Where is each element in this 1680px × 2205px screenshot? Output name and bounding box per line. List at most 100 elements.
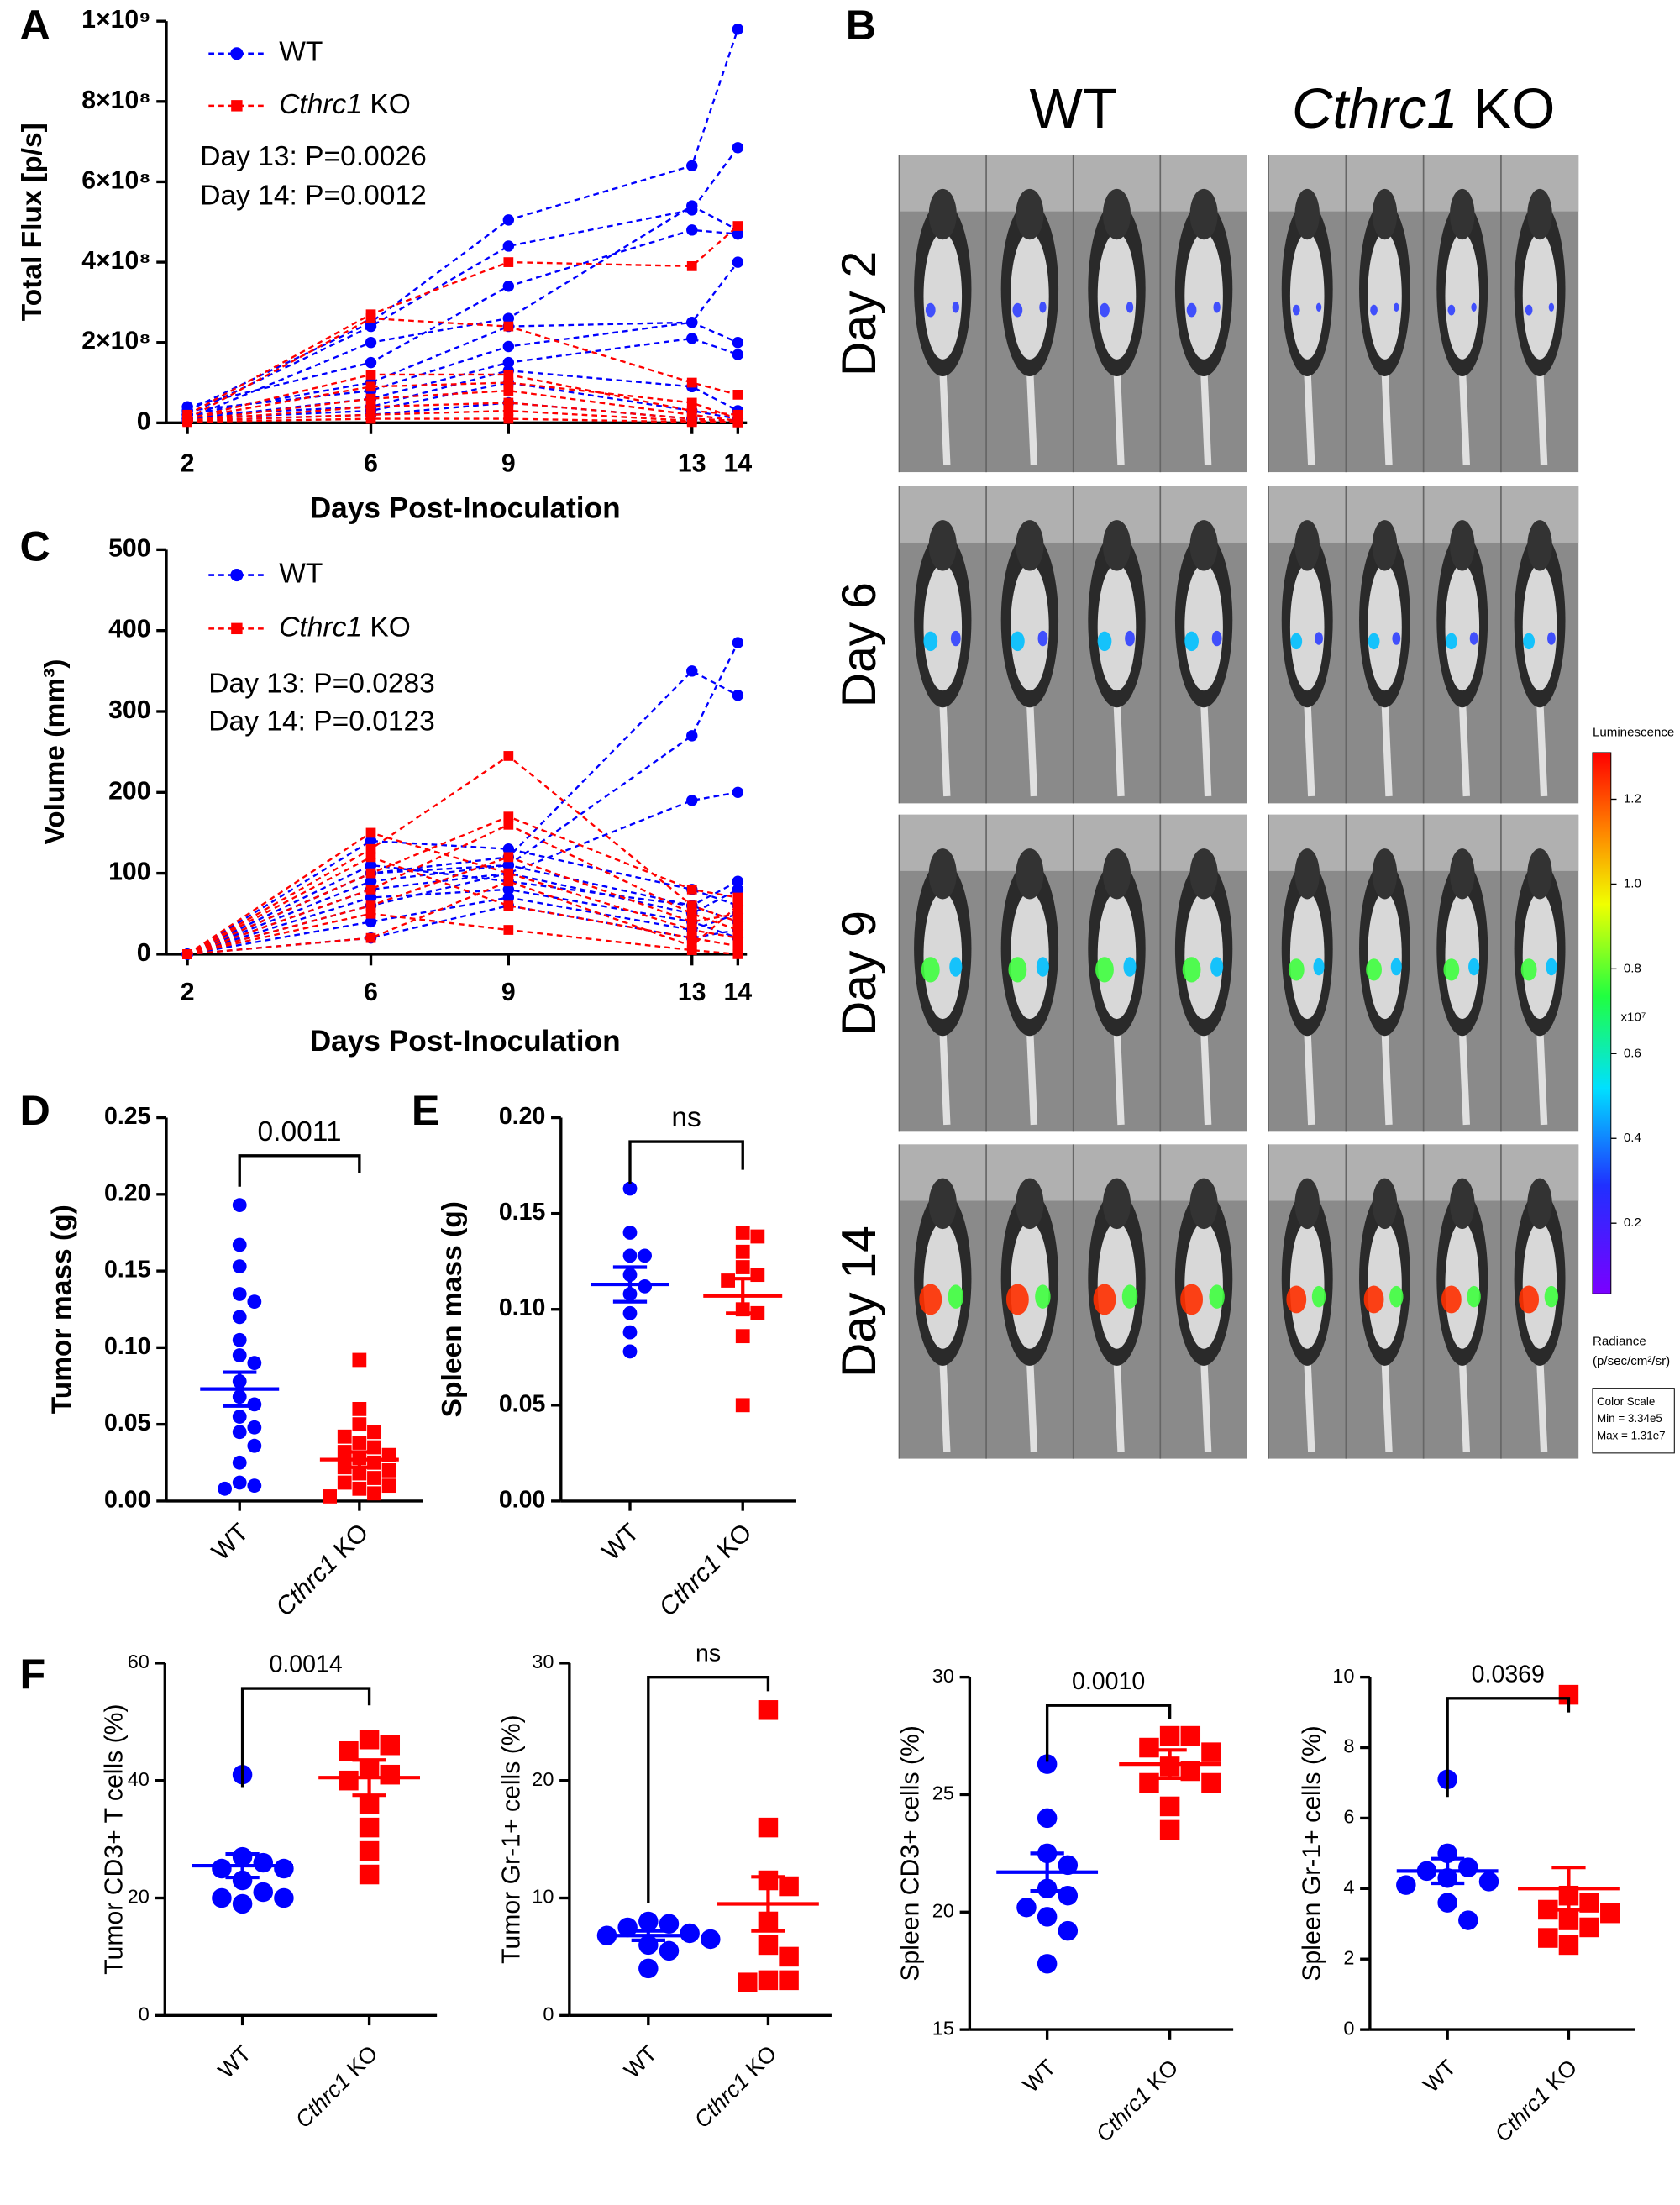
signal [1288,958,1305,981]
y-tick-label: 20 [128,1886,150,1908]
image-tile [1268,486,1579,804]
signal [1368,633,1380,650]
mouse-belly [923,892,963,1020]
data-point [232,1425,247,1440]
error-bar [352,1758,386,1798]
x-tick-label: Cthrc1 KO [270,1519,374,1622]
data-point [339,1770,359,1791]
data-point [1600,1903,1620,1924]
mouse-belly [923,564,963,691]
signal [1546,958,1557,976]
x-tick-label: 9 [501,979,516,1006]
y-tick-label: 0.05 [499,1390,546,1417]
signal [1468,958,1480,976]
mouse-head [1016,520,1044,571]
data-point [232,1410,247,1424]
y-tick-label: 0 [543,2003,554,2025]
colorbar-multiplier: x10⁷ [1621,1010,1646,1024]
data-point [758,1970,779,1991]
data-point [232,1870,253,1891]
y-tick-label: 20 [532,1768,554,1790]
error-bar [1030,1851,1064,1893]
signal [1311,1285,1326,1308]
y-axis-label: Tumor mass (g) [46,1205,77,1414]
series [323,1352,396,1504]
y-tick-label: 0.00 [499,1486,546,1513]
signal [1182,957,1201,983]
mouse-belly [1011,1221,1049,1349]
x-axis-label: Days Post-Inoculation [310,1025,621,1058]
comparison-bracket [1045,1704,1172,1762]
data-point [247,1478,262,1494]
data-point [758,1817,779,1838]
signal [1467,1285,1481,1308]
data-point [1058,1920,1079,1941]
data-point [686,260,697,271]
data-point [1458,1857,1478,1877]
signal [1210,957,1224,977]
data-point [1558,1935,1579,1956]
data-point [502,281,515,292]
colorbar-tick-label: 0.8 [1624,961,1641,975]
data-point [732,417,743,428]
legend-marker [230,47,244,60]
mouse-head [1294,1178,1320,1230]
data-point [732,908,743,919]
data-line [186,147,739,416]
data-line [186,864,738,955]
data-point [686,900,697,911]
error-bar [751,1875,785,1933]
data-point [365,891,377,904]
y-tick-label: 200 [108,777,150,805]
image-tile [898,155,1247,473]
colorbar-tick-label: 0.2 [1624,1215,1641,1230]
series [738,1700,799,1992]
series [181,24,744,427]
data-point [732,637,744,648]
mouse-belly [1522,564,1557,691]
tail [1458,1355,1470,1452]
signal [1525,304,1533,316]
y-tick-label: 0 [137,407,151,435]
series [1016,1754,1079,1974]
data-point [182,417,192,428]
tail [1536,1355,1548,1452]
y-tick-label: 400 [108,616,150,643]
data-point [732,221,743,231]
mouse-belly [1097,1221,1137,1349]
tail [1200,1355,1212,1452]
tail [1381,366,1393,465]
comparison-label: 0.0369 [1472,1661,1545,1688]
data-point [686,417,697,428]
data-point [738,1972,758,1992]
y-tick-label: 0.10 [499,1294,546,1321]
mouse-head [1189,188,1218,240]
data-point [732,875,744,887]
image-tile [898,1144,1247,1459]
data-point [365,843,376,854]
signal [1008,957,1027,983]
mouse-head [1102,520,1131,571]
mouse-belly [1368,564,1402,691]
data-point [381,1478,396,1494]
legend-marker [231,100,243,112]
data-point [247,1356,262,1371]
data-point [359,1793,380,1814]
colorbar-unit: (p/sec/cm²/sr) [1593,1354,1670,1368]
data-point [686,945,697,955]
mouse-head [1294,848,1320,900]
data-point [622,1344,638,1359]
data-point [232,1259,247,1273]
mouse-belly [1097,564,1137,691]
data-point [1037,1954,1058,1974]
tail [1026,697,1038,797]
data-point [1037,1808,1058,1829]
error-bar [1431,1856,1465,1886]
mouse-head [1450,520,1475,571]
signal [1184,631,1199,652]
x-tick-label: Cthrc1 KO [1490,2055,1583,2147]
tail [1381,697,1393,797]
data-point [232,1310,247,1325]
mouse-head [1189,1178,1218,1230]
mouse-head [1189,520,1218,571]
